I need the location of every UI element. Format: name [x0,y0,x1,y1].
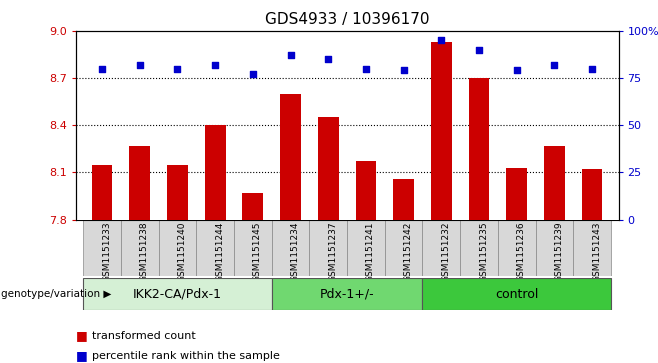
Bar [272,220,309,276]
Text: GSM1151240: GSM1151240 [178,221,186,282]
Point [436,37,447,43]
Point [549,62,560,68]
Point [398,68,409,73]
Bar [318,117,339,220]
Bar [385,220,422,276]
Bar [431,42,451,220]
Bar [468,78,490,220]
Bar [130,146,150,220]
Text: GSM1151243: GSM1151243 [592,221,601,282]
Bar [83,220,121,276]
Bar [355,162,376,220]
Text: GSM1151235: GSM1151235 [479,221,488,282]
Bar [347,220,385,276]
Bar [582,169,603,220]
Bar [460,220,498,276]
Point [247,72,258,77]
Point [97,66,107,72]
Text: Pdx-1+/-: Pdx-1+/- [320,287,374,301]
Point [587,66,597,72]
Point [323,56,334,62]
Point [361,66,371,72]
Bar [536,220,573,276]
Bar [422,220,460,276]
Bar [196,220,234,276]
Text: GSM1151245: GSM1151245 [253,221,262,282]
Text: GSM1151242: GSM1151242 [403,221,413,282]
Text: genotype/variation ▶: genotype/variation ▶ [1,289,111,299]
Bar [507,168,527,220]
Text: GSM1151233: GSM1151233 [102,221,111,282]
Text: control: control [495,287,538,301]
Point [134,62,145,68]
Bar [121,220,159,276]
Point [474,47,484,53]
Text: GSM1151239: GSM1151239 [555,221,563,282]
Bar [167,164,188,220]
Bar [393,179,414,220]
Bar [234,220,272,276]
Text: ■: ■ [76,329,88,342]
Point [511,68,522,73]
Bar [309,220,347,276]
Bar [280,94,301,220]
Title: GDS4933 / 10396170: GDS4933 / 10396170 [265,12,430,27]
Text: GSM1151241: GSM1151241 [366,221,375,282]
Bar [159,220,196,276]
Bar [573,220,611,276]
Text: IKK2-CA/Pdx-1: IKK2-CA/Pdx-1 [133,287,222,301]
Bar [544,146,565,220]
Point [286,53,296,58]
Text: GSM1151238: GSM1151238 [139,221,149,282]
Text: GSM1151232: GSM1151232 [442,221,450,282]
Text: transformed count: transformed count [92,331,196,341]
Bar [243,193,263,220]
Text: GSM1151237: GSM1151237 [328,221,338,282]
Bar [205,125,226,220]
Text: ■: ■ [76,349,88,362]
Text: GSM1151234: GSM1151234 [291,221,299,282]
Bar [83,278,272,310]
Bar [272,278,422,310]
Point [210,62,220,68]
Text: GSM1151244: GSM1151244 [215,221,224,282]
Text: GSM1151236: GSM1151236 [517,221,526,282]
Text: percentile rank within the sample: percentile rank within the sample [92,351,280,361]
Bar [91,164,113,220]
Point [172,66,183,72]
Bar [498,220,536,276]
Bar [422,278,611,310]
